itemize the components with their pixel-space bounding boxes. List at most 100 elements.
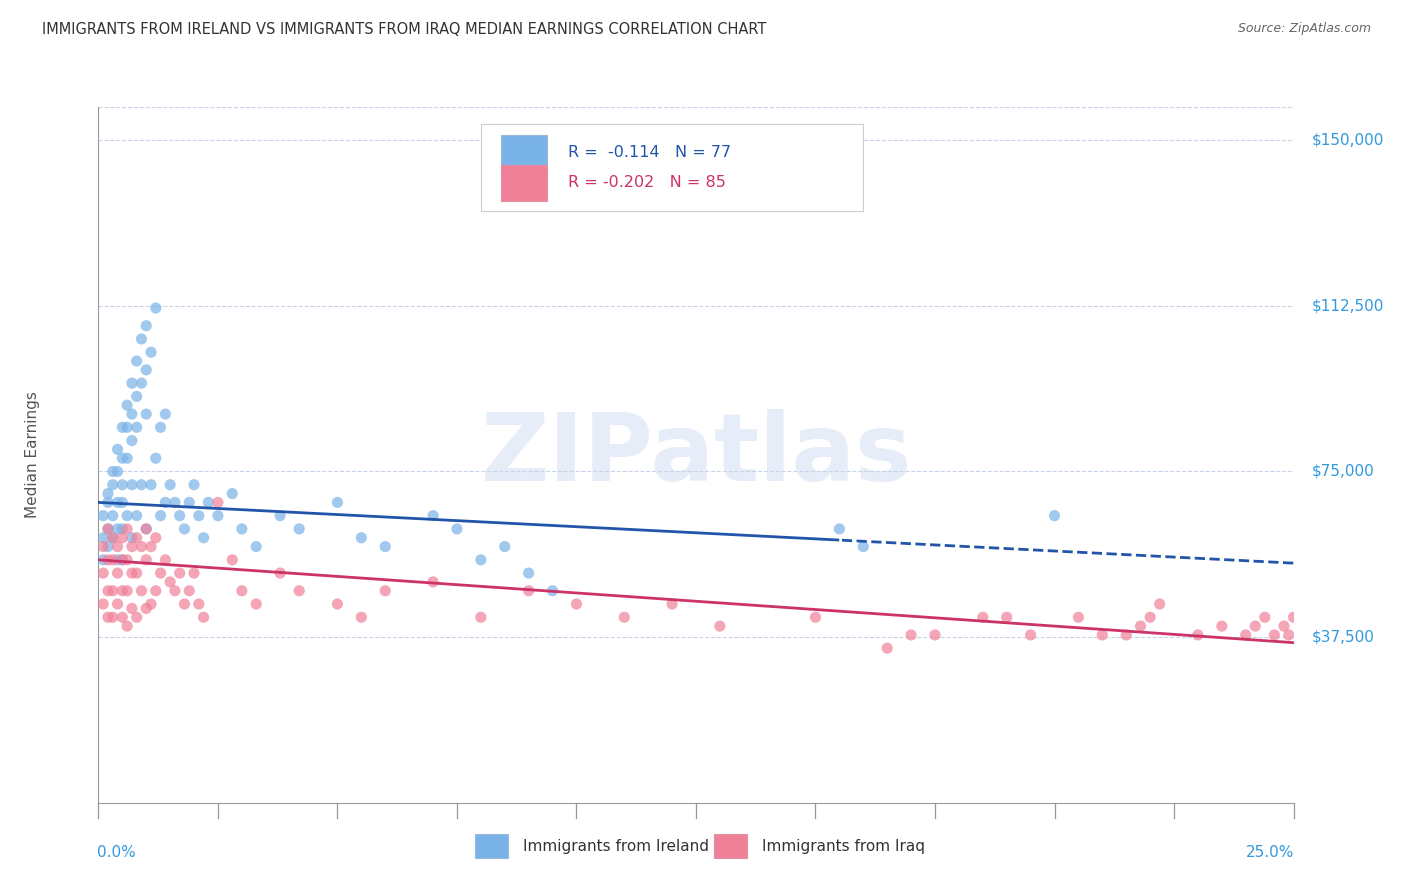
Point [207, 508, 229, 523]
Point [1115, 628, 1137, 642]
Point [149, 508, 172, 523]
Point [269, 566, 291, 580]
Point [121, 540, 143, 554]
Point [121, 407, 143, 421]
Point [145, 451, 167, 466]
Text: Median Earnings: Median Earnings [25, 392, 41, 518]
Point [179, 583, 201, 598]
Point [115, 522, 138, 536]
Point [183, 477, 205, 491]
Point [1043, 508, 1066, 523]
Point [107, 597, 129, 611]
Point [221, 553, 243, 567]
Point [661, 597, 683, 611]
Point [111, 420, 134, 434]
Point [494, 540, 516, 554]
Bar [714, 834, 748, 858]
Point [221, 486, 243, 500]
Point [115, 619, 138, 633]
Point [145, 583, 167, 598]
Point [139, 345, 162, 359]
Point [111, 553, 134, 567]
Point [326, 495, 349, 509]
Point [91, 566, 114, 580]
Point [135, 553, 157, 567]
Point [155, 553, 177, 567]
Point [121, 434, 143, 448]
Text: $37,500: $37,500 [1312, 630, 1374, 645]
Point [91, 531, 114, 545]
Point [97, 583, 120, 598]
Point [374, 540, 396, 554]
Point [187, 508, 209, 523]
Point [924, 628, 946, 642]
Point [155, 407, 177, 421]
Point [125, 610, 148, 624]
Text: Immigrants from Iraq: Immigrants from Iraq [762, 838, 925, 854]
Point [613, 610, 636, 624]
Point [374, 583, 396, 598]
Point [121, 477, 143, 491]
Point [121, 566, 143, 580]
Point [115, 553, 138, 567]
Text: IMMIGRANTS FROM IRELAND VS IMMIGRANTS FROM IRAQ MEDIAN EARNINGS CORRELATION CHAR: IMMIGRANTS FROM IRELAND VS IMMIGRANTS FR… [42, 22, 766, 37]
Point [163, 583, 186, 598]
Point [131, 477, 153, 491]
Point [1139, 610, 1161, 624]
Text: $112,500: $112,500 [1312, 298, 1384, 313]
Point [91, 597, 114, 611]
Point [111, 451, 134, 466]
Point [565, 597, 588, 611]
Point [139, 597, 162, 611]
Point [111, 531, 134, 545]
Point [139, 540, 162, 554]
Point [107, 465, 129, 479]
Point [97, 486, 120, 500]
Point [135, 363, 157, 377]
Point [107, 540, 129, 554]
Point [101, 477, 124, 491]
Text: Immigrants from Ireland: Immigrants from Ireland [523, 838, 709, 854]
Point [97, 610, 120, 624]
Point [1129, 619, 1152, 633]
Point [163, 495, 186, 509]
Bar [501, 165, 547, 201]
Point [107, 495, 129, 509]
Text: R =  -0.114   N = 77: R = -0.114 N = 77 [568, 145, 731, 161]
Point [422, 574, 444, 589]
Point [876, 641, 898, 656]
Point [107, 566, 129, 580]
Point [131, 376, 153, 391]
Point [91, 540, 114, 554]
Point [517, 583, 540, 598]
Text: ZIPatlas: ZIPatlas [481, 409, 911, 501]
Point [804, 610, 827, 624]
Point [828, 522, 851, 536]
Point [350, 610, 373, 624]
Point [187, 597, 209, 611]
Point [145, 531, 167, 545]
Point [169, 508, 191, 523]
Point [135, 601, 157, 615]
Point [207, 495, 229, 509]
Point [125, 389, 148, 403]
Point [101, 610, 124, 624]
Point [159, 477, 181, 491]
Point [1272, 619, 1295, 633]
Point [541, 583, 564, 598]
Point [517, 566, 540, 580]
Point [972, 610, 994, 624]
Point [159, 574, 181, 589]
Point [115, 398, 138, 412]
Point [149, 566, 172, 580]
Point [101, 583, 124, 598]
Point [1019, 628, 1042, 642]
Point [470, 553, 492, 567]
Point [97, 522, 120, 536]
Point [350, 531, 373, 545]
Point [111, 553, 134, 567]
Point [135, 522, 157, 536]
Point [173, 522, 195, 536]
Point [97, 553, 120, 567]
Point [155, 495, 177, 509]
